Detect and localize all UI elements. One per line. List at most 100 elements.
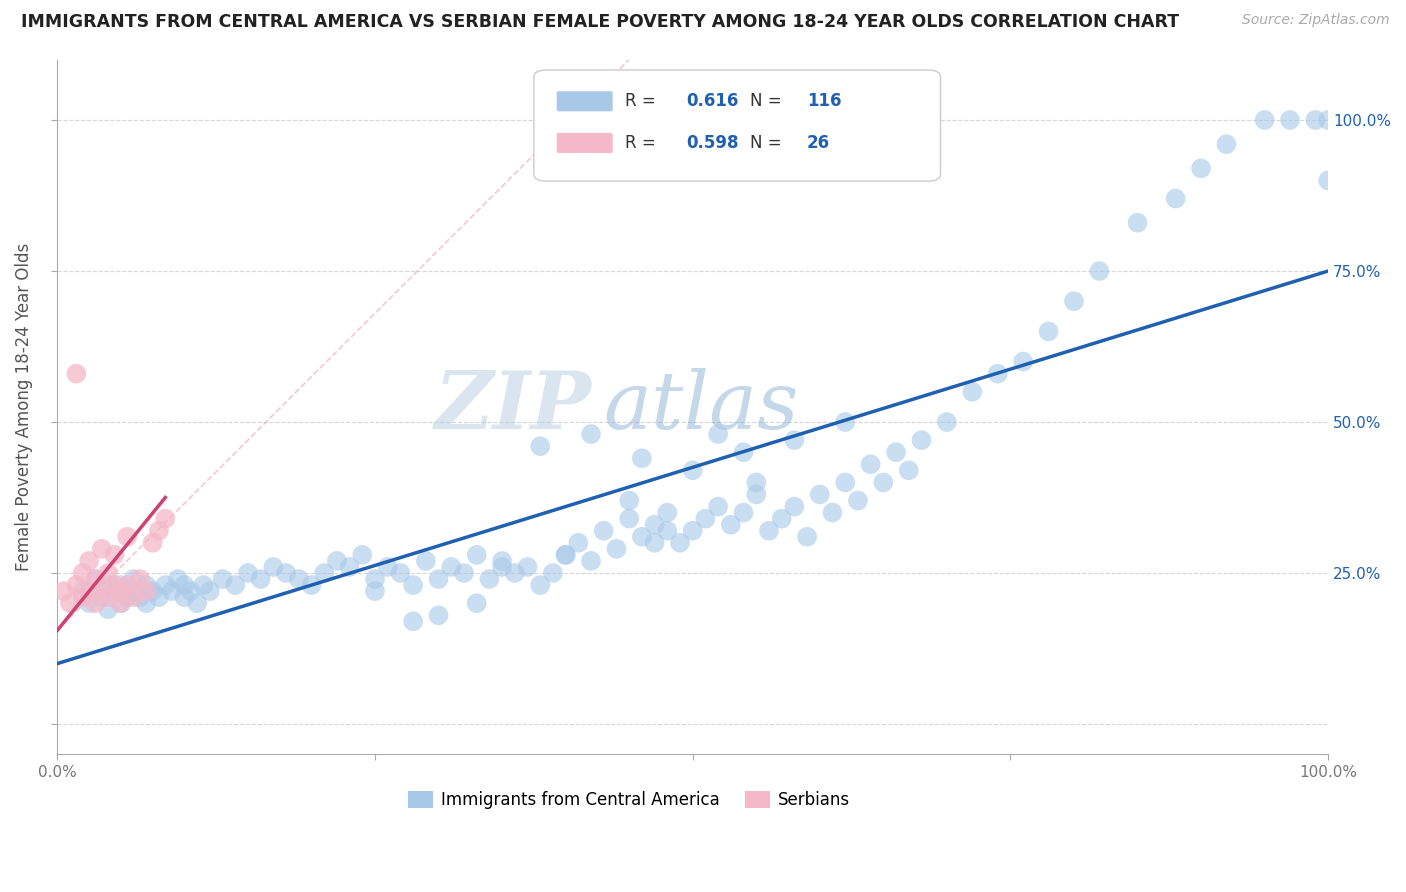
Y-axis label: Female Poverty Among 18-24 Year Olds: Female Poverty Among 18-24 Year Olds [15,243,32,571]
Text: IMMIGRANTS FROM CENTRAL AMERICA VS SERBIAN FEMALE POVERTY AMONG 18-24 YEAR OLDS : IMMIGRANTS FROM CENTRAL AMERICA VS SERBI… [21,13,1180,31]
Point [707,500,730,514]
Point [1038,325,1060,339]
Point [846,493,869,508]
Point [135,584,157,599]
Point [453,566,475,580]
Point [314,566,336,580]
Point [90,590,112,604]
Text: atlas: atlas [603,368,799,446]
Point [567,536,589,550]
Point [84,572,107,586]
Point [859,457,882,471]
Point [579,554,602,568]
Point [77,584,100,599]
Point [1164,192,1187,206]
Point [122,590,145,604]
Point [129,572,152,586]
Point [1063,294,1085,309]
Point [97,590,120,604]
Point [103,548,125,562]
Point [491,554,513,568]
Point [554,548,576,562]
Point [465,596,488,610]
Point [148,524,170,538]
Point [579,427,602,442]
Point [745,487,768,501]
Point [644,536,666,550]
Point [115,590,138,604]
Point [148,590,170,604]
Point [1317,173,1340,187]
Point [129,590,152,604]
Point [529,578,551,592]
Point [65,578,87,592]
Point [326,554,349,568]
Point [84,596,107,610]
Point [1088,264,1111,278]
Point [377,560,399,574]
Point [72,584,94,599]
Point [695,511,717,525]
Point [339,560,361,574]
Text: 116: 116 [807,92,842,111]
Point [1189,161,1212,176]
Point [796,530,818,544]
Point [65,367,87,381]
Point [198,584,221,599]
Point [193,578,215,592]
Point [733,506,755,520]
Point [884,445,907,459]
Point [135,578,157,592]
Point [669,536,692,550]
Point [657,506,679,520]
Point [115,530,138,544]
Point [211,572,233,586]
Point [644,517,666,532]
Point [897,463,920,477]
Point [364,584,387,599]
Point [160,584,183,599]
Point [592,524,614,538]
Point [910,433,932,447]
Point [110,584,132,599]
Point [186,596,208,610]
Point [115,578,138,592]
FancyBboxPatch shape [534,70,941,181]
Point [90,584,112,599]
Point [529,439,551,453]
Point [872,475,894,490]
Point [554,548,576,562]
Point [631,530,654,544]
Point [631,451,654,466]
Point [402,615,425,629]
FancyBboxPatch shape [557,91,613,112]
Legend: Immigrants from Central America, Serbians: Immigrants from Central America, Serbian… [401,784,858,815]
Text: R =: R = [626,134,661,152]
Point [90,541,112,556]
Point [155,511,177,525]
Point [110,596,132,610]
Point [745,475,768,490]
Point [1279,113,1302,128]
Point [173,578,195,592]
Point [167,572,190,586]
Text: 26: 26 [807,134,830,152]
Point [77,596,100,610]
Point [352,548,374,562]
Text: ZIP: ZIP [434,368,591,446]
Point [402,578,425,592]
Point [682,463,704,477]
Point [135,596,157,610]
Text: R =: R = [626,92,661,111]
Point [224,578,246,592]
Point [516,560,538,574]
Point [503,566,526,580]
Point [97,578,120,592]
Point [110,596,132,610]
Point [440,560,463,574]
Point [808,487,831,501]
Point [249,572,271,586]
Point [770,511,793,525]
Point [122,572,145,586]
Point [1215,137,1237,152]
